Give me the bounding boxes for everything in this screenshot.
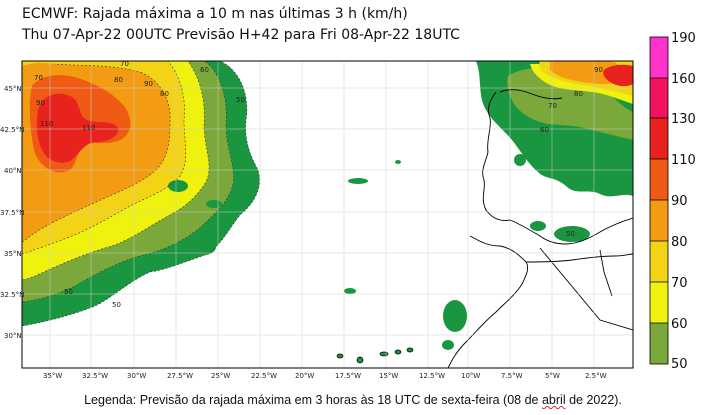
colorbar-label: 80 [671, 235, 688, 250]
map-subtitle: Thu 07-Apr-22 00UTC Previsão H+42 para F… [22, 27, 460, 43]
contour-label: 50 [236, 96, 245, 104]
lon-label: 35°W [43, 372, 62, 380]
lon-label: 30°W [127, 372, 146, 380]
lat-label: 32.5°N [0, 291, 24, 299]
contour-label: 70 [120, 60, 129, 68]
colorbar-segment [650, 118, 668, 159]
contour-label: 110 [82, 124, 95, 132]
colorbar-label: 70 [671, 276, 688, 291]
colorbar-segment [650, 200, 668, 241]
coastlines [447, 89, 633, 368]
contour-label: 50 [112, 301, 121, 309]
contour-label: 70 [548, 102, 557, 110]
map-frame [21, 60, 634, 369]
contour-label: 50 [566, 230, 575, 238]
gust-iberia-60 [507, 68, 633, 140]
lat-label: 37.5°N [0, 209, 24, 217]
longitude-labels: 35°W 32.5°W 30°W 27.5°W 25°W 22.5°W 20°W… [43, 372, 607, 380]
lat-label: 45°N [4, 85, 22, 93]
lon-label: 2.5°W [585, 372, 607, 380]
lon-label: 5°W [545, 372, 560, 380]
contour-labels: 70 80 90 110 110 80 90 70 60 50 50 50 90… [34, 60, 603, 309]
latitude-labels: 45°N 42.5°N 40°N 37.5°N 35°N 32.5°N 30°N [0, 85, 24, 340]
map-title: ECMWF: Rajada máxima a 10 m nas últimas … [22, 6, 408, 22]
colorbar-segment [650, 323, 668, 364]
lon-label: 20°W [295, 372, 314, 380]
gust-iberia-90 [550, 61, 622, 84]
lon-grid [49, 61, 595, 368]
colorbar-label: 130 [671, 112, 696, 127]
lon-label: 15°W [379, 372, 398, 380]
lon-label: 10°W [461, 372, 480, 380]
lon-label: 32.5°W [82, 372, 108, 380]
wind-gust-field: 70 80 90 110 110 80 90 70 60 50 50 50 90… [22, 60, 633, 368]
lon-label: 7.5°W [501, 372, 523, 380]
colorbar-segment [650, 241, 668, 282]
caption-month: abril [541, 393, 566, 407]
colorbar-label: 90 [671, 194, 688, 209]
colorbar-label: 60 [671, 317, 688, 332]
gust-band-130 [36, 93, 119, 163]
contour-label: 50 [64, 288, 73, 296]
caption-prefix: Legenda: Previsão da rajada máxima em 3 … [84, 393, 542, 407]
contour-label: 110 [40, 120, 53, 128]
contour-label: 60 [540, 126, 549, 134]
colorbar-segment [650, 282, 668, 323]
contour-label: 90 [36, 99, 45, 107]
contour-label: 70 [34, 74, 43, 82]
lat-label: 35°N [4, 250, 22, 258]
contour-label: 80 [114, 76, 123, 84]
contour-label: 80 [574, 90, 583, 98]
colorbar-label: 190 [671, 31, 696, 46]
lon-label: 22.5°W [251, 372, 277, 380]
colorbar-label: 50 [671, 357, 688, 372]
lon-label: 27.5°W [167, 372, 193, 380]
colorbar-segment [650, 159, 668, 200]
colorbar-segment [650, 78, 668, 118]
lat-label: 40°N [4, 167, 22, 175]
lat-grid [22, 87, 633, 336]
caption-suffix: de 2022). [565, 393, 622, 407]
gust-iberia-110 [603, 64, 633, 87]
lat-label: 42.5°N [0, 126, 24, 134]
contour-label: 80 [160, 90, 169, 98]
colorbar-segment [650, 37, 668, 78]
colorbar-label: 110 [671, 153, 696, 168]
colorbar: 190 160 130 110 90 80 70 60 50 [649, 31, 696, 372]
contour-label: 90 [594, 66, 603, 74]
lon-label: 17.5°W [335, 372, 361, 380]
lon-label: 25°W [211, 372, 230, 380]
colorbar-label: 160 [671, 72, 696, 87]
contour-label: 90 [144, 80, 153, 88]
lat-label: 30°N [4, 332, 22, 340]
lon-label: 12.5°W [419, 372, 445, 380]
figure-caption: Legenda: Previsão da rajada máxima em 3 … [0, 393, 706, 407]
contour-label: 60 [200, 66, 209, 74]
gust-patches [168, 154, 626, 350]
